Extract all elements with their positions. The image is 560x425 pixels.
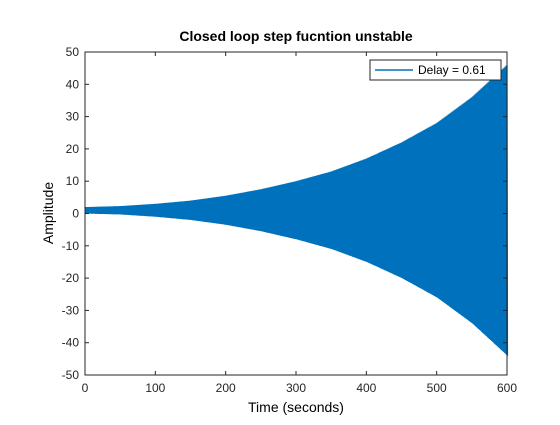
y-tick-label: 40 xyxy=(66,77,80,91)
y-tick-label: -30 xyxy=(62,303,80,317)
x-tick-label: 100 xyxy=(145,381,165,395)
x-tick-label: 500 xyxy=(427,381,447,395)
y-tick-label: 0 xyxy=(72,207,79,221)
x-tick-label: 600 xyxy=(497,381,517,395)
chart-title: Closed loop step fucntion unstable xyxy=(179,28,413,44)
legend: Delay = 0.61 xyxy=(370,60,501,80)
y-tick-label: 50 xyxy=(66,45,80,59)
y-tick-label: -40 xyxy=(62,336,80,350)
x-axis-title: Time (seconds) xyxy=(248,399,344,415)
y-tick-label: 30 xyxy=(66,110,80,124)
legend-label: Delay = 0.61 xyxy=(418,63,486,77)
y-tick-label: -10 xyxy=(62,239,80,253)
x-tick-label: 400 xyxy=(356,381,376,395)
y-tick-label: 20 xyxy=(66,142,80,156)
x-tick-label: 0 xyxy=(82,381,89,395)
y-tick-label: -20 xyxy=(62,271,80,285)
y-tick-label: 10 xyxy=(66,174,80,188)
y-axis-title: Amplitude xyxy=(40,182,56,244)
x-tick-label: 200 xyxy=(216,381,236,395)
x-tick-label: 300 xyxy=(286,381,306,395)
y-tick-label: -50 xyxy=(62,368,80,382)
